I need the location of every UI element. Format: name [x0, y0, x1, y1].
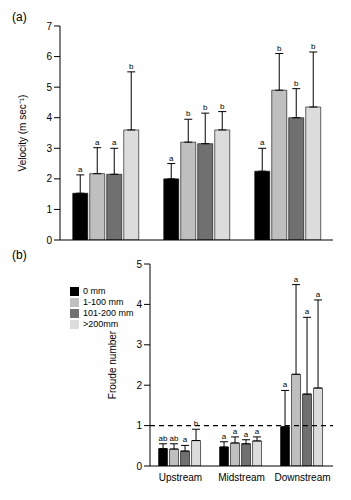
svg-text:1: 1 [46, 204, 52, 215]
svg-text:a: a [294, 275, 299, 284]
svg-text:1: 1 [136, 420, 142, 431]
svg-text:a: a [169, 154, 174, 163]
svg-text:a: a [316, 290, 321, 299]
svg-text:5: 5 [136, 259, 142, 270]
svg-text:ab: ab [159, 434, 168, 443]
svg-text:a: a [112, 138, 117, 147]
svg-text:Upstream: Upstream [159, 472, 202, 483]
html-text:1-100 mm: 1-100 mm [83, 297, 124, 307]
svg-text:2: 2 [136, 380, 142, 391]
svg-text:Midstream: Midstream [218, 472, 265, 483]
svg-text:b: b [129, 62, 134, 71]
svg-text:3: 3 [46, 143, 52, 154]
svg-text:a: a [255, 427, 260, 436]
svg-text:a: a [183, 435, 188, 444]
svg-text:b: b [311, 42, 316, 51]
html-text:0 mm: 0 mm [83, 286, 106, 296]
svg-text:a: a [78, 165, 83, 174]
svg-text:a: a [233, 427, 238, 436]
svg-text:a: a [244, 430, 249, 439]
svg-text:5: 5 [46, 82, 52, 93]
svg-text:ab: ab [170, 434, 179, 443]
svg-text:4: 4 [136, 299, 142, 310]
svg-text:0: 0 [46, 235, 52, 246]
svg-text:b: b [186, 109, 191, 118]
html-text:(b): (b) [12, 248, 27, 262]
svg-text:b: b [194, 419, 199, 428]
html-text:>200mm: >200mm [83, 319, 119, 329]
svg-text:3: 3 [136, 339, 142, 350]
svg-text:b: b [294, 79, 299, 88]
svg-text:b: b [277, 44, 282, 53]
svg-text:6: 6 [46, 51, 52, 62]
svg-text:2: 2 [46, 173, 52, 184]
html-text:101-200 mm: 101-200 mm [83, 308, 134, 318]
svg-text:a: a [305, 307, 310, 316]
svg-text:7: 7 [46, 21, 52, 32]
svg-text:a: a [222, 432, 227, 441]
svg-text:b: b [220, 102, 225, 111]
svg-text:Froude number: Froude number [107, 330, 118, 399]
svg-text:Downstream: Downstream [274, 472, 330, 483]
svg-text:0: 0 [136, 461, 142, 472]
html-text:(a): (a) [12, 10, 27, 24]
svg-text:a: a [260, 138, 265, 147]
svg-text:a: a [95, 138, 100, 147]
svg-text:4: 4 [46, 112, 52, 123]
svg-text:b: b [203, 103, 208, 112]
svg-text:Velocity (m sec⁻¹): Velocity (m sec⁻¹) [17, 95, 28, 172]
svg-text:a: a [283, 380, 288, 389]
